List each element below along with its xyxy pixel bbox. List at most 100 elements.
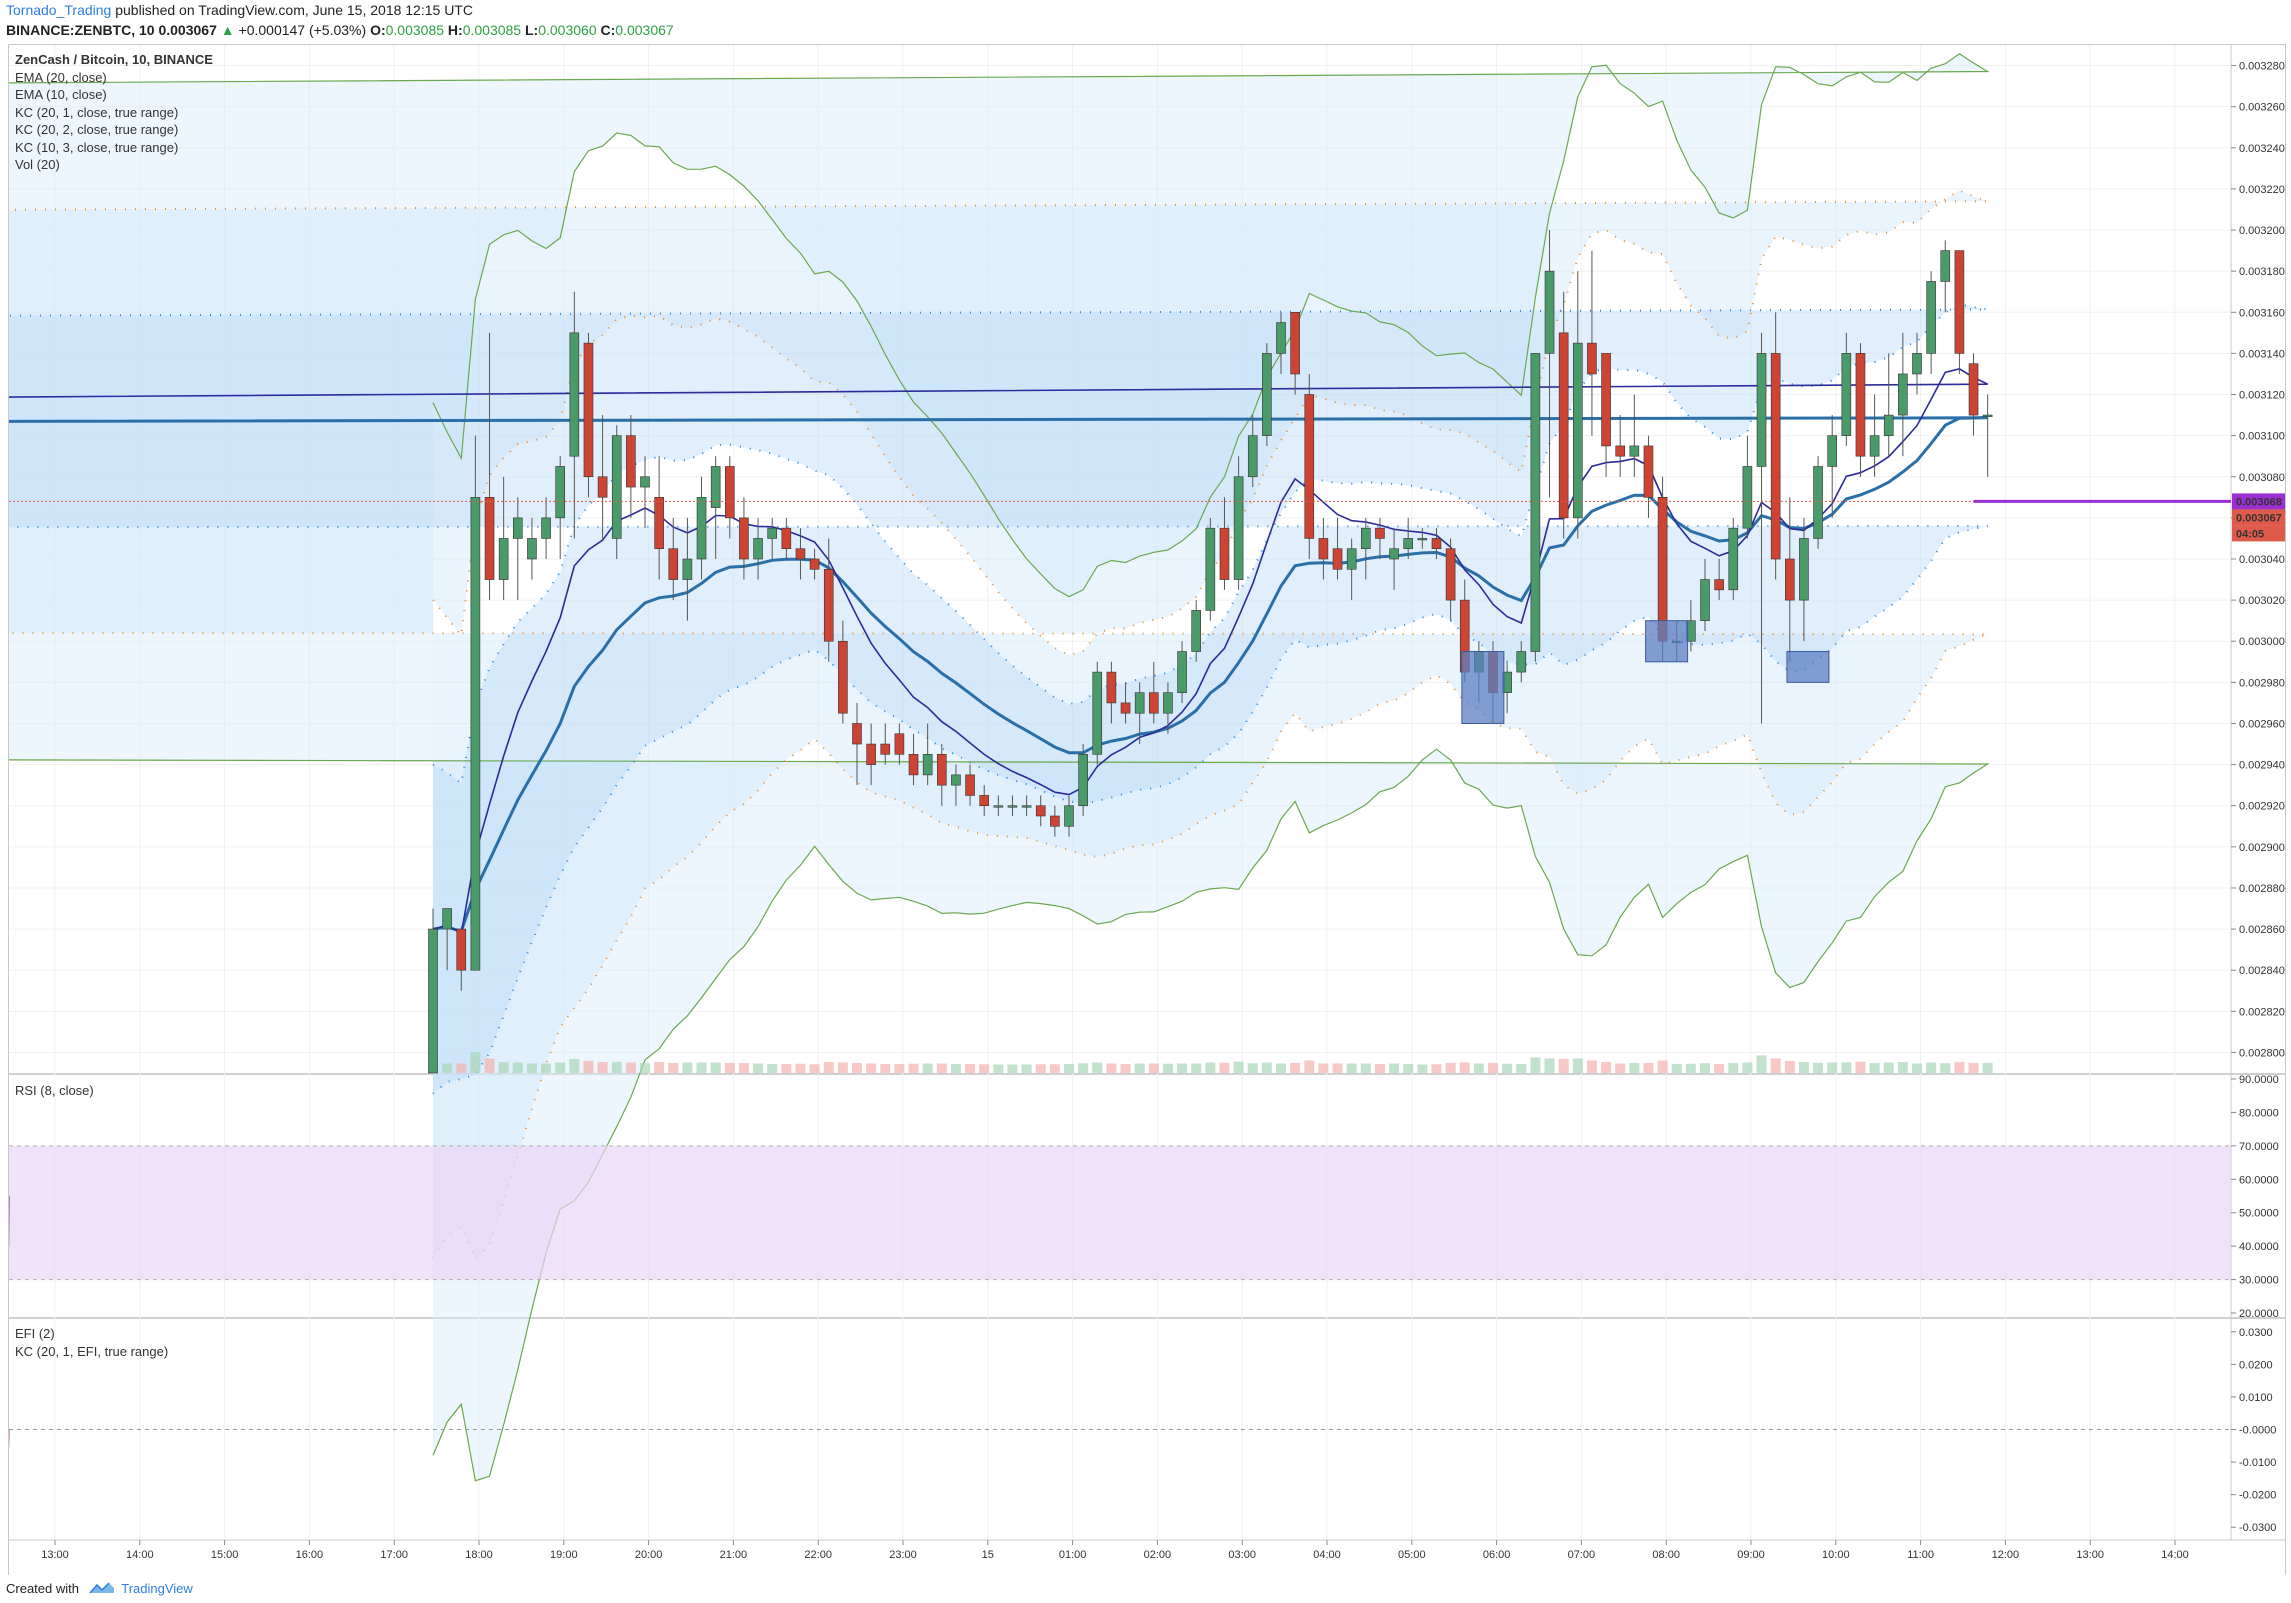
candle-body: [852, 723, 862, 745]
kc-mid-lower-dots: [9, 631, 1989, 1261]
candle-body: [682, 558, 693, 580]
efi-label: 0.0200: [2239, 1359, 2273, 1371]
time-label: 05:00: [1398, 1549, 1426, 1561]
efi-label: -0.0200: [2239, 1490, 2276, 1502]
volume-bar: [1106, 1063, 1117, 1073]
volume-bar: [583, 1060, 594, 1073]
published-text: published on TradingView.com, June 15, 2…: [115, 2, 473, 18]
candle-body: [1841, 353, 1852, 436]
volume-bar: [767, 1063, 778, 1073]
rsi-label: 60.0000: [2239, 1174, 2279, 1186]
time-label: 18:00: [465, 1549, 493, 1561]
rsi-pane-legend: RSI (8, close): [15, 1082, 94, 1100]
legend-kc-3[interactable]: KC (10, 3, close, true range): [15, 139, 179, 155]
publish-line: Tornado_Trading published on TradingView…: [6, 2, 473, 18]
price-label: 0.003160: [2239, 307, 2285, 319]
volume-bar: [1926, 1062, 1937, 1073]
candle-body: [1587, 342, 1597, 375]
candle-body: [1106, 671, 1117, 704]
volume-bar: [1657, 1060, 1668, 1073]
tradingview-logo-icon[interactable]: [89, 1581, 115, 1598]
candle-body: [1007, 805, 1018, 808]
candle-body: [1149, 692, 1159, 714]
rsi-label: 70.0000: [2239, 1141, 2279, 1153]
volume-bar: [512, 1062, 523, 1073]
volume-bar: [1601, 1061, 1612, 1073]
volume-bar: [654, 1061, 665, 1073]
volume-bar: [1360, 1063, 1371, 1073]
volume-bar: [555, 1062, 566, 1073]
candle-body: [781, 527, 792, 550]
highlight-box: [1786, 651, 1830, 683]
legend-volume[interactable]: Vol (20): [15, 157, 60, 172]
close-label: C:: [600, 22, 616, 38]
volume-bar: [1827, 1062, 1838, 1073]
symbol-label: BINANCE:ZENBTC, 10: [6, 22, 155, 38]
volume-bar: [1247, 1063, 1258, 1073]
legend-kc-efi[interactable]: KC (20, 1, EFI, true range): [15, 1343, 169, 1359]
volume-bar: [1982, 1062, 1993, 1073]
candle-body: [1389, 548, 1399, 560]
volume-bar: [1756, 1055, 1767, 1073]
price-label: 0.003040: [2239, 554, 2285, 566]
volume-bar: [1728, 1062, 1739, 1073]
candle-body: [527, 538, 537, 560]
candle-body: [1799, 538, 1809, 601]
time-label: 08:00: [1652, 1549, 1680, 1561]
candle-body: [1968, 363, 1979, 416]
volume-bar: [1784, 1060, 1795, 1073]
candle-body: [1940, 250, 1951, 282]
volume-bar: [965, 1063, 976, 1073]
volume-bar: [1177, 1063, 1188, 1073]
legend-ema20[interactable]: EMA (20, close): [15, 69, 107, 85]
candle-body: [1120, 702, 1131, 714]
close-value: 0.003067: [615, 22, 674, 38]
candle-body: [1742, 466, 1753, 529]
candle-body: [668, 548, 679, 580]
chart-frame[interactable]: 13:00 14:00 15:00 16:00 17:00 18:00 19:00 20:00…: [8, 44, 2286, 1578]
candle-body: [696, 497, 707, 560]
time-label: 07:00: [1568, 1549, 1596, 1561]
author-link[interactable]: Tornado_Trading: [6, 2, 112, 18]
candle-body: [1431, 538, 1442, 550]
legend-kc-2[interactable]: KC (20, 2, close, true range): [15, 122, 179, 137]
volume-bar: [498, 1061, 509, 1073]
legend-symbol[interactable]: ZenCash / Bitcoin, 10, BINANCE: [15, 52, 213, 67]
candle-body: [1657, 497, 1668, 642]
volume-bar: [1318, 1063, 1329, 1073]
candle-body: [739, 517, 749, 560]
volume-bar: [1897, 1061, 1908, 1073]
last-price: 0.003067: [158, 22, 217, 38]
volume-bar: [936, 1063, 947, 1073]
legend-kc-1[interactable]: KC (20, 1, close, true range): [15, 104, 179, 120]
candle-body: [1134, 692, 1145, 714]
price-label: 0.003100: [2239, 431, 2285, 443]
candle-body: [1926, 281, 1936, 354]
volume-bar: [1431, 1064, 1442, 1073]
candle-body: [498, 538, 509, 580]
legend-rsi[interactable]: RSI (8, close): [15, 1083, 94, 1098]
candle-body: [1445, 548, 1456, 601]
candle-body: [1035, 805, 1046, 817]
candle-body: [1064, 805, 1074, 827]
volume-bar: [1671, 1063, 1682, 1073]
legend-ema10[interactable]: EMA (10, close): [15, 87, 107, 102]
volume-bar: [1883, 1062, 1894, 1073]
rsi-label: 40.0000: [2239, 1241, 2279, 1253]
volume-bar: [852, 1062, 862, 1073]
candle-body: [1714, 579, 1724, 591]
legend-efi[interactable]: EFI (2): [15, 1326, 55, 1341]
candle-body: [809, 558, 820, 570]
chart-canvas[interactable]: 13:00 14:00 15:00 16:00 17:00 18:00 19:00 20:00…: [9, 45, 2285, 1577]
tradingview-brand[interactable]: TradingView: [121, 1581, 193, 1596]
volume-bar: [1078, 1063, 1089, 1073]
candle-body: [569, 332, 580, 457]
kc-outer-lower-line: [9, 748, 1990, 1482]
time-label: 14:00: [2161, 1549, 2189, 1561]
kc-outer-fill: [9, 53, 1988, 1481]
price-label: 0.003180: [2239, 266, 2285, 278]
time-label: 06:00: [1483, 1549, 1511, 1561]
volume-bar: [1502, 1063, 1513, 1073]
rsi-label: 80.0000: [2239, 1107, 2279, 1119]
candle-body: [1785, 558, 1795, 601]
